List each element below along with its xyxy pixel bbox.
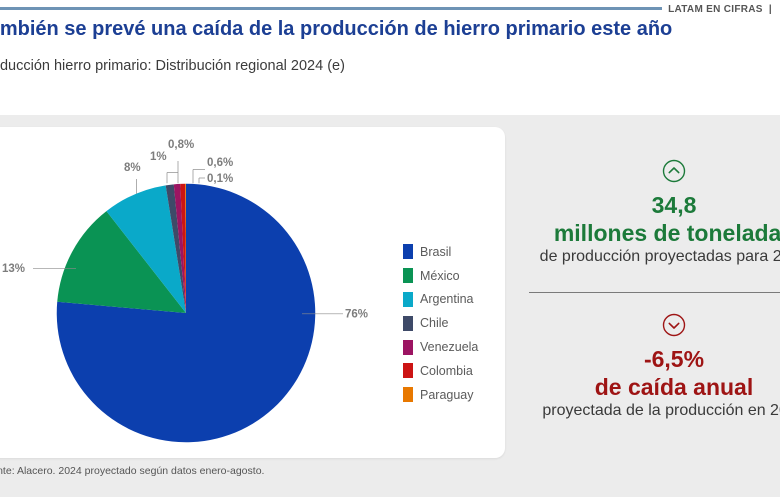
svg-text:0,6%: 0,6% <box>207 157 233 169</box>
svg-text:13%: 13% <box>2 263 25 275</box>
svg-text:0,1%: 0,1% <box>207 173 233 185</box>
svg-text:8%: 8% <box>124 162 141 174</box>
svg-text:0,8%: 0,8% <box>168 139 194 151</box>
svg-text:1%: 1% <box>150 151 167 163</box>
svg-text:76%: 76% <box>345 309 368 321</box>
